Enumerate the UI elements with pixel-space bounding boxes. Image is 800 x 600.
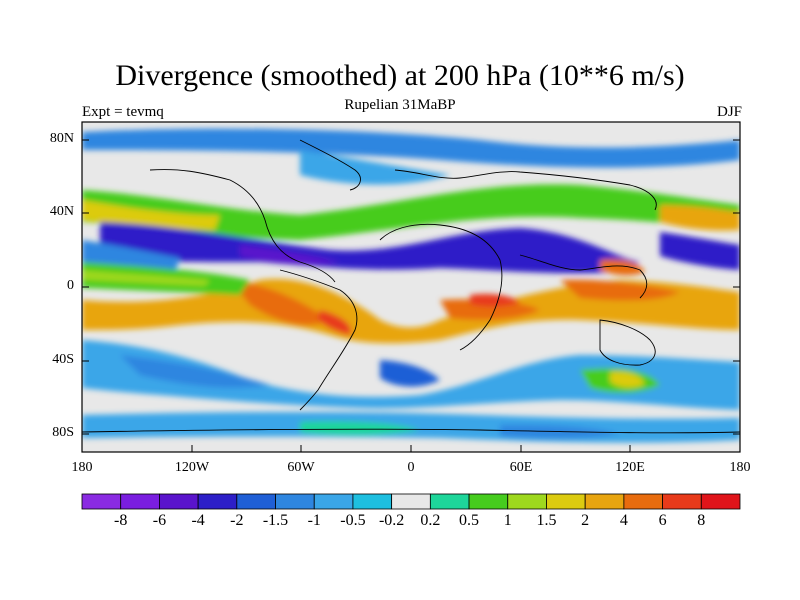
axis-ticks bbox=[81, 139, 741, 452]
colorbar-swatch bbox=[120, 493, 160, 510]
coastlines bbox=[82, 139, 740, 434]
colorbar-swatch bbox=[197, 493, 238, 510]
lon-label: 60E bbox=[509, 460, 533, 475]
colorbar-tick-label: 0.2 bbox=[420, 512, 441, 529]
colorbar-tick-label: 8 bbox=[697, 512, 706, 529]
divergence-field bbox=[82, 122, 740, 452]
colorbar-swatch bbox=[159, 493, 199, 510]
lat-label: 40S bbox=[52, 352, 74, 367]
lat-label: 40N bbox=[49, 204, 74, 219]
colorbar-tick-label: 2 bbox=[581, 512, 590, 529]
map-subtitle: Rupelian 31MaBP bbox=[344, 97, 456, 113]
lon-label: 120W bbox=[174, 460, 210, 475]
lon-label: 60W bbox=[287, 460, 315, 475]
colorbar-tick-label: -1 bbox=[307, 512, 321, 529]
colorbar-swatch bbox=[313, 493, 354, 510]
colorbar-tick-label: 6 bbox=[658, 512, 667, 529]
lat-label: 80N bbox=[49, 131, 74, 146]
colorbar-swatch bbox=[507, 493, 547, 510]
colorbar-swatch bbox=[352, 493, 393, 510]
colorbar-swatch bbox=[429, 493, 470, 510]
map-title: Divergence (smoothed) at 200 hPa (10**6 … bbox=[115, 59, 685, 92]
lon-label: 0 bbox=[407, 460, 415, 475]
experiment-label: Expt = tevmq bbox=[82, 104, 164, 120]
colorbar-tick-label: 1 bbox=[503, 512, 512, 529]
colorbar-tick-label: 1.5 bbox=[536, 512, 557, 529]
colorbar-tick-label: 4 bbox=[619, 512, 628, 529]
colorbar-tick-label: -1.5 bbox=[262, 512, 289, 529]
colorbar-swatch bbox=[584, 493, 625, 510]
lon-label: 180 bbox=[729, 460, 751, 475]
lon-label: 180 bbox=[71, 460, 93, 475]
colorbar-tick-label: -6 bbox=[152, 512, 167, 529]
colorbar-swatch bbox=[546, 493, 586, 510]
colorbar-swatch bbox=[236, 493, 276, 510]
colorbar bbox=[81, 493, 741, 510]
colorbar-swatch bbox=[275, 493, 315, 510]
colorbar-tick-label: -8 bbox=[114, 512, 128, 529]
colorbar-swatch bbox=[81, 493, 122, 510]
colorbar-tick-label: -4 bbox=[191, 512, 205, 529]
colorbar-tick-label: -0.5 bbox=[340, 512, 366, 529]
colorbar-tick-label: 0.5 bbox=[459, 512, 480, 529]
colorbar-swatch bbox=[700, 493, 741, 510]
lat-label: 80S bbox=[52, 425, 74, 440]
colorbar-tick-label: -0.2 bbox=[378, 512, 405, 529]
lon-label: 120E bbox=[615, 460, 645, 475]
season-label: DJF bbox=[716, 104, 742, 120]
colorbar-swatch bbox=[391, 493, 431, 510]
colorbar-swatch bbox=[623, 493, 663, 510]
colorbar-tick-label: -2 bbox=[230, 512, 244, 529]
lat-label: 0 bbox=[67, 278, 74, 293]
colorbar-swatch bbox=[662, 493, 702, 510]
colorbar-swatch bbox=[468, 493, 509, 510]
